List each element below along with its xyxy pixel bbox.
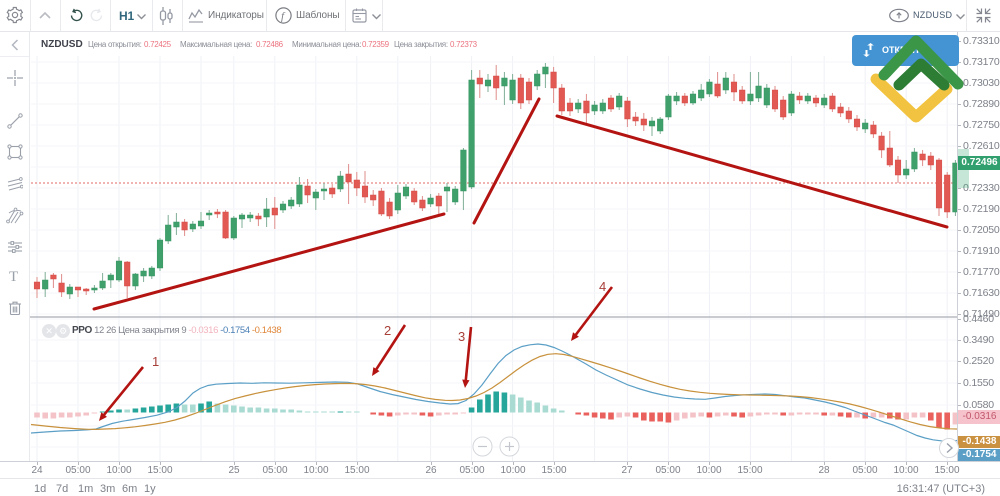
svg-text:f: f [281,11,286,23]
svg-text:3: 3 [458,329,465,344]
svg-text:4: 4 [599,279,606,294]
svg-text:2: 2 [384,323,391,338]
svg-text:1: 1 [152,354,159,369]
